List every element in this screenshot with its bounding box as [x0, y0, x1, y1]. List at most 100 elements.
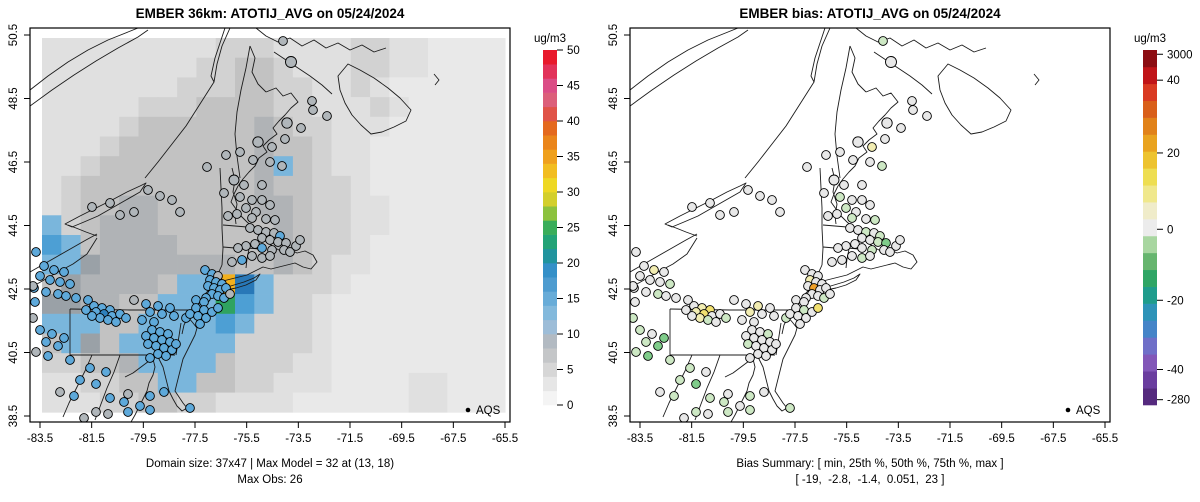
aqs-site-dot — [91, 407, 101, 417]
aqs-site-dot — [827, 257, 837, 267]
aqs-site-dot — [159, 387, 169, 397]
aqs-site-dot — [635, 325, 645, 335]
aqs-site-dot — [705, 393, 715, 403]
aqs-site-dot — [213, 303, 223, 313]
geo-maine-ne-border — [249, 45, 267, 93]
aqs-site-dot — [65, 279, 75, 289]
aqs-site-dot — [661, 291, 671, 301]
bias-caption-summary-values: [ -19, -2.8, -1.4, 0.051, 23 ] — [795, 474, 945, 486]
colorbar-segment — [1143, 388, 1157, 406]
colorbar-segment — [1143, 117, 1157, 135]
aqs-site-dot — [877, 161, 887, 171]
aqs-site-dot — [219, 188, 229, 198]
y-tick-label: 50.5 — [608, 24, 620, 46]
aqs-site-dot — [703, 409, 713, 419]
y-axis: 50.5 48.5 46.5 44.5 42.5 40.5 38.5 — [8, 24, 30, 427]
colorbar-segment — [543, 376, 557, 392]
aqs-site-dot — [257, 243, 267, 253]
geo-border-ct-ri — [245, 248, 250, 269]
aqs-site-dot — [191, 295, 201, 305]
colorbar-segment — [543, 135, 557, 150]
aqs-site-dot — [322, 111, 332, 121]
geo-boundaries-layer — [630, 28, 1040, 422]
aqs-site-dot — [821, 150, 831, 160]
aqs-site-dot — [227, 257, 237, 267]
bias-map-svg: AQS -83.5 -81.5 -79.5 -77.5 -75.5 -73.5 -71.5 -6… — [608, 24, 1193, 445]
aqs-site-dot — [295, 235, 305, 245]
aqs-site-dot — [155, 191, 165, 201]
geo-maine-west-border — [234, 45, 251, 179]
aqs-site-dot — [825, 289, 835, 299]
aqs-site-dot — [103, 315, 113, 325]
aqs-site-dot — [257, 180, 267, 190]
plot-box-border — [629, 27, 1111, 423]
model-caption-maxobs: Max Obs: 26 — [237, 474, 303, 486]
x-tick-label: -73.5 — [885, 433, 911, 445]
aqs-site-dot — [735, 401, 745, 411]
colorbar-tick-label: -40 — [1167, 365, 1184, 377]
aqs-site-dot — [865, 157, 875, 167]
y-tick-label: 42.5 — [8, 278, 20, 300]
aqs-site-dot — [665, 355, 675, 365]
aqs-site-dot — [225, 289, 235, 299]
aqs-site-dot — [247, 195, 257, 205]
aqs-site-dot — [53, 341, 63, 351]
aqs-site-dot — [149, 317, 159, 327]
geo-niagara — [67, 224, 98, 237]
aqs-site-dot — [247, 251, 257, 261]
aqs-site-dot — [257, 233, 267, 243]
aqs-site-dot — [802, 162, 812, 172]
geo-nova-scotia — [337, 63, 412, 135]
aqs-site-dot — [273, 237, 283, 247]
aqs-site-dot — [137, 315, 147, 325]
colorbar-tick-label: 20 — [1167, 148, 1180, 160]
aqs-site-dot — [885, 56, 897, 68]
geo-lake-ontario — [64, 182, 147, 228]
aqs-site-dot — [785, 403, 795, 413]
aqs-site-dot — [761, 351, 771, 361]
y-tick-label: 48.5 — [8, 87, 20, 109]
colorbar-segment — [1143, 202, 1157, 220]
colorbar-segment — [1143, 50, 1157, 68]
aqs-site-dot — [645, 275, 655, 285]
aqs-site-dot — [639, 261, 649, 271]
colorbar-tick-label: 0 — [567, 400, 573, 412]
colorbar-segment — [1143, 269, 1157, 287]
aqs-site-dot — [43, 351, 53, 361]
aqs-site-dot — [71, 293, 81, 303]
aqs-site-dot — [143, 339, 153, 349]
aqs-site-dot — [53, 289, 63, 299]
aqs-site-dot — [121, 313, 131, 323]
aqs-site-dot — [753, 301, 763, 311]
aqs-site-dot — [835, 147, 845, 157]
x-axis: -83.5 -81.5 -79.5 -77.5 -75.5 -73.5 -71.5 -69.5… — [27, 422, 518, 445]
x-tick-label: -67.5 — [440, 433, 466, 445]
aqs-site-dot — [755, 191, 765, 201]
aqs-site-dot — [123, 407, 133, 417]
geo-maine-west-border — [834, 45, 851, 179]
aqs-site-dot — [745, 353, 755, 363]
aqs-site-dot — [39, 261, 49, 271]
colorbar-unit-label: ug/m3 — [1134, 33, 1166, 45]
aqs-site-dot — [185, 403, 195, 413]
colorbar-segment — [543, 291, 557, 306]
colorbar-segment — [543, 305, 557, 321]
aqs-site-dot — [741, 331, 751, 341]
geo-nova-scotia — [937, 63, 1012, 135]
aqs-site-dot — [649, 265, 659, 275]
colorbar-segment — [543, 234, 557, 250]
aqs-site-dot — [655, 387, 665, 397]
x-tick-label: -73.5 — [285, 433, 311, 445]
aqs-site-dot — [795, 319, 805, 329]
aqs-site-dot — [647, 329, 657, 339]
aqs-site-dot — [653, 341, 663, 351]
y-tick-label: 50.5 — [8, 24, 20, 46]
colorbar-segment — [1143, 185, 1157, 203]
aqs-site-dot — [885, 247, 895, 257]
colorbar-tick-label: 35 — [567, 152, 580, 164]
geo-atlantic-coast — [730, 87, 918, 422]
aqs-site-dot — [723, 389, 733, 399]
aqs-site-dot — [865, 200, 875, 210]
